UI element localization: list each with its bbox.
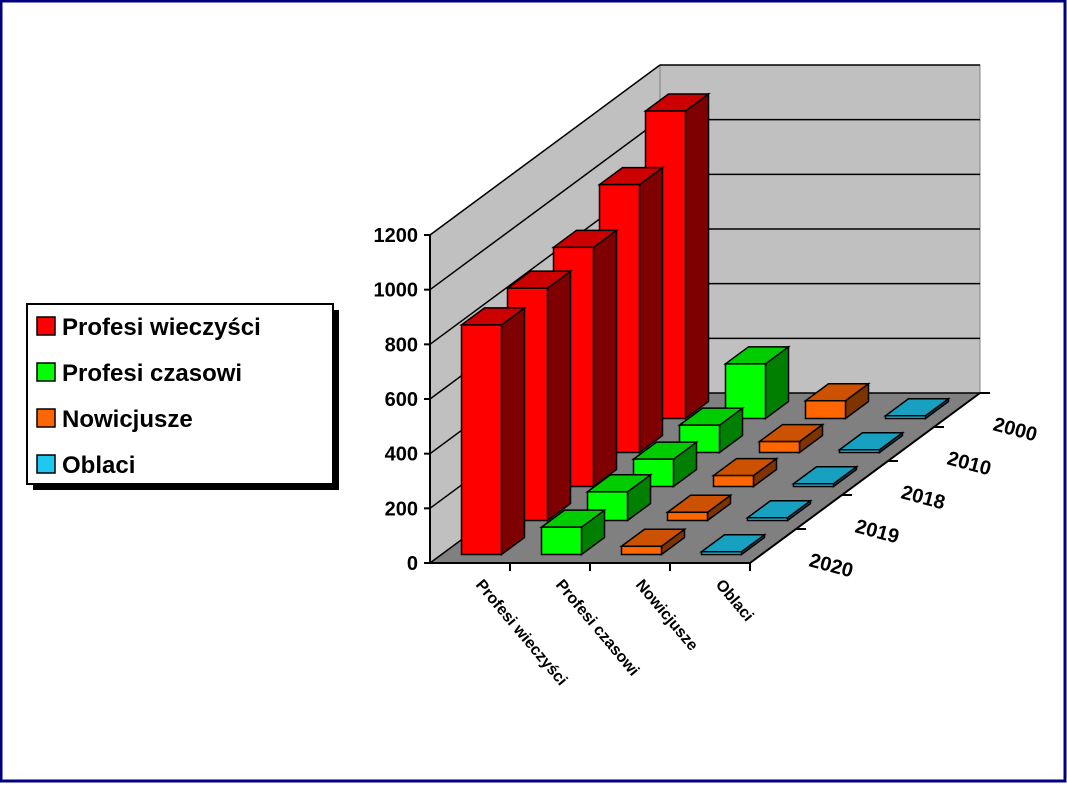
bar	[540, 526, 583, 556]
bar	[460, 324, 503, 556]
y-tick-label: 600	[385, 389, 418, 411]
y-tick-label: 800	[385, 334, 418, 356]
legend-label: Profesi czasowi	[62, 360, 242, 387]
y-tick-label: 1000	[374, 280, 419, 302]
bar	[746, 517, 789, 522]
bar-side	[638, 166, 664, 454]
y-tick-label: 0	[407, 553, 418, 575]
legend-swatch	[36, 316, 56, 336]
bar	[838, 449, 881, 454]
legend-box	[26, 303, 334, 485]
y-tick-label: 1200	[374, 225, 419, 247]
grid-line	[429, 119, 661, 291]
legend-swatch	[36, 454, 56, 474]
bar	[792, 483, 835, 488]
bar-side	[546, 269, 572, 522]
legend-swatch	[36, 408, 56, 428]
y-tick-label: 200	[385, 498, 418, 520]
bars	[459, 92, 951, 556]
bar	[758, 440, 801, 454]
legend-swatch	[36, 362, 56, 382]
bar	[804, 399, 847, 420]
z-axis	[749, 392, 981, 564]
grid-line	[429, 64, 661, 236]
bar	[620, 545, 663, 556]
bar	[712, 474, 755, 488]
bar	[884, 415, 927, 420]
bar-side	[500, 306, 526, 556]
bar	[666, 511, 709, 522]
legend: Profesi wieczyści Profesi czasowi Nowicjus…	[26, 303, 339, 490]
bar-side	[684, 92, 710, 420]
y-tick-label: 400	[385, 444, 418, 466]
legend-label: Nowicjusze	[62, 406, 193, 433]
bar	[700, 551, 743, 556]
bar-side	[592, 228, 618, 488]
legend-label: Profesi wieczyści	[62, 314, 261, 341]
legend-label: Oblaci	[62, 452, 135, 479]
